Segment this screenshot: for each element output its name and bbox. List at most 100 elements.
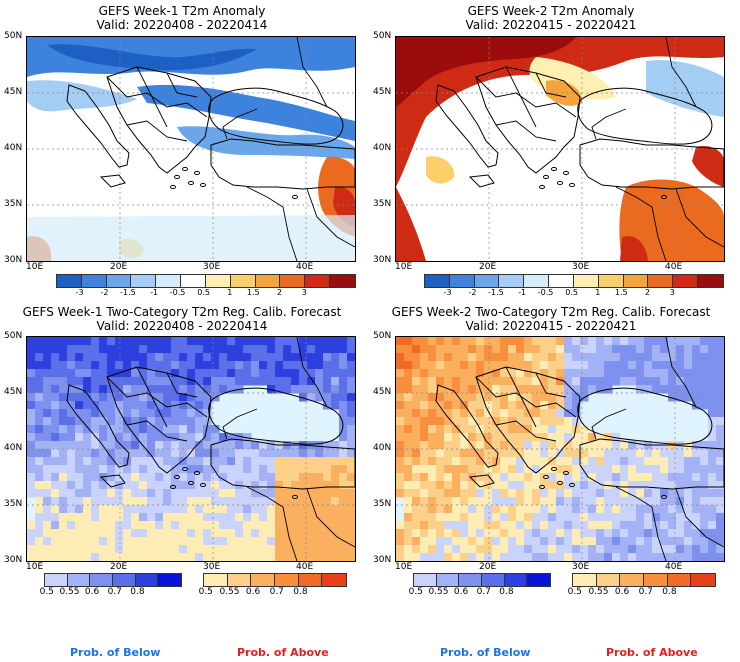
colorbar-swatch [691, 574, 715, 586]
colorbar-swatch [158, 574, 181, 586]
colorbar-label: 1 [227, 288, 233, 297]
colorbar-swatch [81, 275, 107, 287]
panel2-map [395, 36, 725, 262]
colorbar-swatch [106, 275, 132, 287]
colorbar-swatch [596, 574, 621, 586]
anomaly-contour [396, 37, 724, 187]
colorbar-label: 0.55 [59, 587, 80, 597]
coastline-borders [66, 337, 355, 561]
colorbar-swatch [230, 275, 256, 287]
colorbar-label: 0.5 [198, 587, 213, 597]
lat-lon-grid [396, 37, 724, 261]
colorbar-label: 0.5 [197, 288, 210, 297]
lat-tick-label: 35N [4, 499, 23, 509]
colorbar-swatch [499, 275, 525, 287]
map-canvas [27, 337, 355, 561]
lat-lon-grid [27, 337, 355, 561]
colorbar-label: -1 [150, 288, 159, 297]
colorbar-swatch [573, 275, 599, 287]
panel1-title: GEFS Week-1 T2m Anomaly [98, 4, 266, 18]
lat-tick-label: 35N [373, 199, 392, 209]
panel3-title-block: GEFS Week-1 Two-Category T2m Reg. Calib.… [12, 305, 352, 333]
colorbar-swatch [274, 574, 299, 586]
colorbar-swatch [45, 574, 68, 586]
colorbar-swatch [330, 275, 355, 287]
lat-tick-label: 30N [373, 555, 392, 565]
lat-lon-grid [27, 37, 355, 261]
colorbar-swatch [474, 275, 500, 287]
lat-tick-label: 35N [373, 499, 392, 509]
colorbar-swatch [459, 574, 482, 586]
lon-tick-label: 40E [296, 262, 314, 272]
panel2-title-block: GEFS Week-2 T2m Anomaly Valid: 20220415 … [381, 4, 721, 32]
colorbar-swatch [598, 275, 624, 287]
colorbar-label: 0.5 [565, 288, 578, 297]
lat-tick-label: 50N [373, 331, 392, 341]
colorbar-swatch [135, 574, 159, 586]
colorbar-swatch [573, 574, 597, 586]
anomaly-contour [646, 60, 724, 117]
colorbar-swatch [255, 275, 281, 287]
colorbar-swatch [156, 275, 182, 287]
colorbar-label: 0.55 [428, 587, 449, 597]
panel2-title: GEFS Week-2 T2m Anomaly [467, 4, 635, 18]
colorbar-label: -1.5 [120, 288, 136, 297]
map-canvas [396, 337, 724, 561]
colorbar-label: 0.6 [453, 587, 469, 597]
lon-tick-label: 30E [203, 562, 221, 572]
lat-tick-label: 40N [373, 143, 392, 153]
colorbar-label: -0.5 [537, 288, 554, 297]
lat-tick-label: 40N [4, 143, 23, 153]
colorbar-swatch [57, 275, 82, 287]
colorbar-swatch [643, 574, 668, 586]
lon-tick-label: 30E [572, 262, 590, 272]
colorbar-swatch [524, 275, 550, 287]
colorbar-label: 0.8 [662, 587, 677, 597]
coastline-borders [66, 37, 355, 261]
colorbar-swatch [322, 574, 346, 586]
anomaly-contour [426, 156, 455, 184]
colorbar-label: 0.8 [293, 587, 308, 597]
lat-tick-label: 45N [4, 387, 23, 397]
colorbar-label: 0.7 [638, 587, 653, 597]
colorbar-label: -3 [443, 288, 452, 297]
colorbar-swatch [504, 574, 528, 586]
colorbar-swatch [667, 574, 692, 586]
coastline-borders [435, 37, 724, 261]
panel3-valid: Valid: 20220408 - 20220414 [96, 319, 268, 333]
colorbar-swatch [280, 275, 306, 287]
colorbar-swatch [112, 574, 136, 586]
map-canvas [27, 37, 355, 261]
anomaly-contour [692, 145, 724, 187]
legend-above-left: Prob. of Above [237, 646, 329, 659]
lon-tick-label: 40E [296, 562, 314, 572]
anomaly-contour [619, 179, 724, 261]
colorbar-swatch [481, 574, 505, 586]
prob-below-colorbar-left [44, 573, 182, 587]
lat-tick-label: 30N [373, 255, 392, 265]
colorbar-swatch [131, 275, 157, 287]
anomaly-contour [396, 37, 576, 107]
lat-tick-label: 45N [4, 87, 23, 97]
panel4-title: GEFS Week-2 Two-Category T2m Reg. Calib.… [391, 305, 711, 319]
legend-below-left: Prob. of Below [70, 646, 161, 659]
colorbar-swatch [414, 574, 437, 586]
colorbar-label: 0.6 [614, 587, 630, 597]
lat-tick-label: 40N [373, 443, 392, 453]
panel1-map [26, 36, 356, 262]
prob-below-colorbar-right [413, 573, 551, 587]
colorbar-swatch [549, 275, 574, 287]
colorbar-label: 0.55 [219, 587, 240, 597]
lat-tick-label: 30N [4, 255, 23, 265]
anomaly-contour [546, 80, 583, 106]
colorbar-label: 3 [301, 288, 307, 297]
colorbar-swatch [298, 574, 323, 586]
lon-tick-label: 10E [395, 262, 413, 272]
map-canvas [396, 37, 724, 261]
prob-above-colorbar-left [203, 573, 347, 587]
colorbar-swatch [449, 275, 475, 287]
anomaly-colorbar-week2 [424, 274, 724, 288]
colorbar-swatch [204, 574, 228, 586]
lat-tick-label: 30N [4, 555, 23, 565]
colorbar-label: -1.5 [488, 288, 504, 297]
